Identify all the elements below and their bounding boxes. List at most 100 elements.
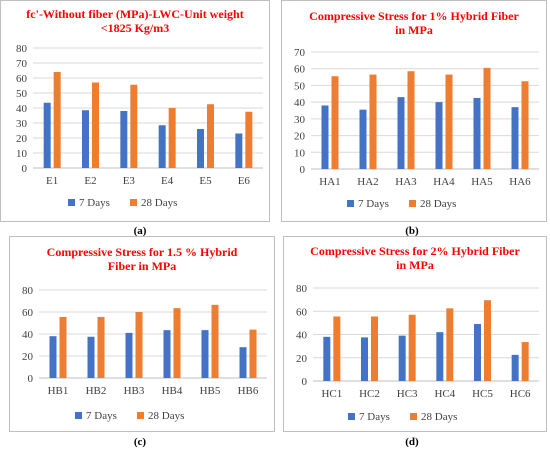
bar-b-ha1-7-days — [321, 105, 329, 169]
x-tick-label-a-e2: E2 — [84, 175, 96, 187]
bar-b-ha2-28-days — [369, 74, 377, 169]
legend-label-d-7-days: 7 Days — [359, 411, 390, 423]
y-tick-label-d: 20 — [296, 353, 308, 365]
x-tick-label-d-hc1: HC1 — [321, 388, 342, 400]
chart-title-a-line-1: fc'-Without fiber (MPa)-LWC-Unit weight — [26, 7, 243, 21]
bar-d-hc3-28-days — [408, 314, 416, 381]
y-tick-label-b: 30 — [294, 114, 306, 126]
legend-label-b-7-days: 7 Days — [358, 198, 389, 210]
bar-c-hb5-28-days — [211, 304, 219, 378]
x-tick-label-b-ha6: HA6 — [509, 176, 531, 188]
legend-label-b-28-days: 28 Days — [420, 198, 456, 210]
legend-swatch-b-28-days — [409, 200, 416, 207]
x-tick-label-b-ha2: HA2 — [357, 176, 378, 188]
legend-label-d-28-days: 28 Days — [421, 411, 457, 423]
bar-b-ha3-7-days — [397, 97, 405, 169]
bar-c-hb5-7-days — [201, 330, 209, 378]
bar-c-hb3-7-days — [125, 332, 133, 378]
legend-swatch-a-28-days — [130, 199, 137, 206]
x-tick-label-d-hc5: HC5 — [472, 388, 493, 400]
legend-label-c-7-days: 7 Days — [86, 410, 117, 422]
caption-d: (d) — [405, 436, 419, 448]
bar-a-e4-7-days — [158, 125, 166, 168]
y-tick-label-a: 20 — [16, 133, 28, 145]
legend-swatch-b-7-days — [347, 200, 354, 207]
bar-b-ha2-7-days — [359, 109, 367, 169]
x-tick-label-b-ha3: HA3 — [395, 176, 417, 188]
y-tick-label-a: 30 — [16, 118, 28, 130]
chart-title-b-line-2: in MPa — [395, 23, 433, 37]
bar-d-hc5-7-days — [474, 324, 481, 381]
legend-swatch-a-7-days — [68, 199, 75, 206]
chart-title-c-line-1: Compressive Stress for 1.5 % Hybrid — [47, 245, 238, 259]
y-tick-label-b: 20 — [294, 131, 306, 143]
y-tick-label-a: 50 — [16, 88, 28, 100]
legend-swatch-d-7-days — [348, 413, 355, 420]
y-tick-label-a: 80 — [16, 43, 28, 55]
bar-c-hb4-28-days — [173, 308, 181, 378]
bar-b-ha4-28-days — [445, 74, 453, 169]
x-tick-label-c-hb1: HB1 — [48, 385, 69, 397]
caption-c: (c) — [133, 436, 147, 448]
bar-a-e1-7-days — [43, 102, 51, 168]
bar-c-hb3-28-days — [135, 312, 143, 378]
x-tick-label-b-ha4: HA4 — [433, 176, 455, 188]
x-tick-label-c-hb2: HB2 — [86, 385, 107, 397]
bar-c-hb2-7-days — [87, 336, 95, 378]
x-tick-label-d-hc3: HC3 — [397, 388, 418, 400]
y-tick-label-a: 0 — [22, 163, 28, 175]
bar-b-ha1-28-days — [331, 76, 339, 169]
bar-a-e5-7-days — [197, 129, 204, 168]
chart-c: Compressive Stress for 1.5 % HybridFiber… — [9, 236, 275, 432]
bar-c-hb6-7-days — [239, 347, 247, 378]
legend-label-a-7-days: 7 Days — [79, 197, 110, 209]
legend-swatch-d-28-days — [410, 413, 417, 420]
bar-d-hc1-7-days — [323, 336, 331, 381]
bar-a-e3-28-days — [130, 84, 138, 168]
chart-title-a-line-2: <1825 Kg/m3 — [101, 21, 170, 35]
bar-a-e2-7-days — [82, 110, 89, 168]
legend-swatch-c-7-days — [75, 412, 82, 419]
y-tick-label-a: 70 — [16, 58, 28, 70]
y-tick-label-b: 50 — [294, 80, 306, 92]
y-tick-label-d: 60 — [296, 306, 308, 318]
x-tick-label-c-hb3: HB3 — [124, 385, 145, 397]
y-tick-label-d: 80 — [296, 283, 308, 295]
bar-d-hc2-7-days — [361, 337, 368, 381]
caption-a: (a) — [133, 225, 147, 237]
bar-a-e2-28-days — [92, 82, 99, 168]
bar-d-hc6-28-days — [521, 342, 529, 381]
y-tick-label-c: 20 — [22, 351, 34, 363]
x-tick-label-d-hc4: HC4 — [434, 388, 455, 400]
x-tick-label-a-e6: E6 — [238, 175, 251, 187]
caption-b: (b) — [405, 225, 419, 237]
bar-b-ha5-7-days — [473, 97, 481, 169]
bar-d-hc2-28-days — [371, 316, 378, 381]
bar-b-ha6-7-days — [511, 107, 519, 169]
bar-a-e3-7-days — [120, 111, 128, 168]
bar-d-hc5-28-days — [484, 300, 491, 381]
x-tick-label-a-e5: E5 — [199, 175, 212, 187]
y-tick-label-d: 40 — [296, 330, 308, 342]
y-tick-label-b: 70 — [294, 47, 306, 59]
bar-c-hb1-28-days — [59, 316, 67, 378]
bar-d-hc1-28-days — [333, 316, 341, 381]
bar-c-hb2-28-days — [97, 316, 105, 378]
chart-d: Compressive Stress for 2% Hybrid Fiberin… — [283, 236, 547, 432]
bar-b-ha4-7-days — [435, 102, 443, 169]
x-tick-label-a-e3: E3 — [123, 175, 136, 187]
x-tick-label-d-hc6: HC6 — [510, 388, 531, 400]
y-tick-label-c: 60 — [22, 307, 34, 319]
x-tick-label-c-hb4: HB4 — [162, 385, 183, 397]
bar-a-e6-28-days — [245, 111, 253, 168]
bar-a-e4-28-days — [168, 108, 176, 168]
y-tick-label-c: 40 — [22, 329, 34, 341]
chart-title-d-line-1: Compressive Stress for 2% Hybrid Fiber — [310, 244, 520, 258]
x-tick-label-b-ha5: HA5 — [471, 176, 493, 188]
bar-a-e1-28-days — [53, 72, 61, 168]
bar-d-hc6-7-days — [511, 354, 519, 381]
y-tick-label-a: 60 — [16, 73, 28, 85]
y-tick-label-b: 40 — [294, 97, 306, 109]
legend-label-c-28-days: 28 Days — [148, 410, 184, 422]
bar-a-e5-28-days — [207, 104, 214, 168]
